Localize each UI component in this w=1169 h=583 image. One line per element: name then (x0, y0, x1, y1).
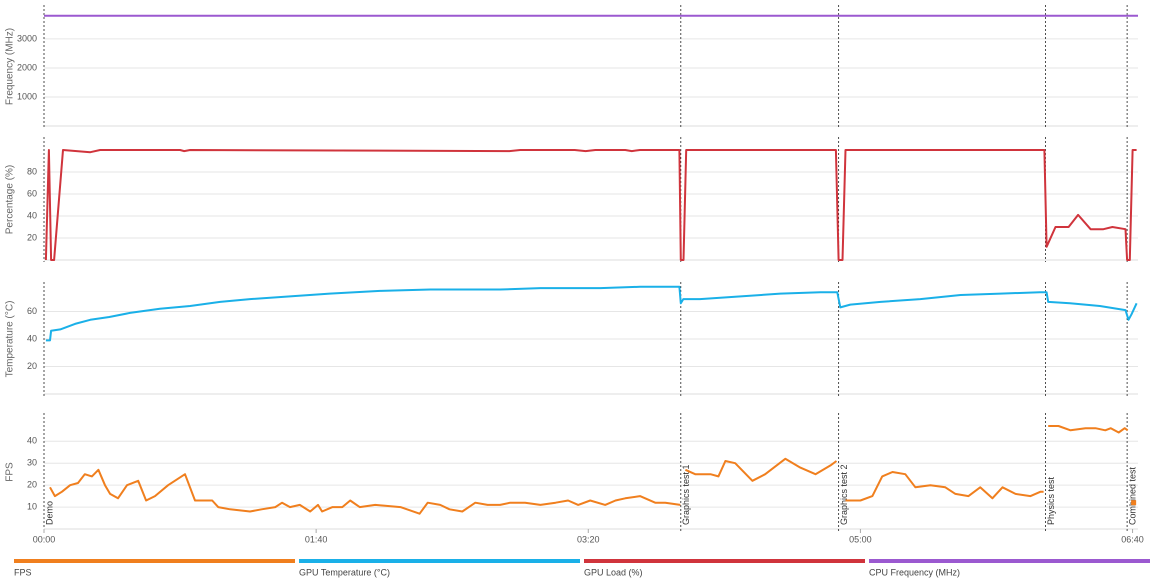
legend-label: GPU Load (%) (584, 567, 643, 577)
y-axis-label: FPS (5, 462, 16, 482)
x-tick-label: 06:40 (1121, 534, 1144, 544)
y-tick-label: 60 (27, 188, 37, 198)
legend-swatch (584, 559, 865, 563)
section-label: Physics test (1046, 476, 1056, 525)
series-line (49, 468, 681, 515)
y-tick-label: 2000 (17, 62, 37, 72)
legend-swatch (299, 559, 580, 563)
x-tick-label: 00:00 (33, 534, 56, 544)
legend-label: GPU Temperature (°C) (299, 567, 390, 577)
y-tick-label: 40 (27, 210, 37, 220)
y-axis-label: Temperature (°C) (5, 301, 16, 378)
x-tick-label: 03:20 (577, 534, 600, 544)
y-tick-label: 3000 (17, 33, 37, 43)
section-label: Demo (44, 501, 54, 525)
series-line (45, 285, 1138, 342)
y-tick-label: 20 (27, 232, 37, 242)
y-tick-label: 40 (27, 436, 37, 446)
x-tick-label: 05:00 (849, 534, 872, 544)
x-tick-label: 01:40 (305, 534, 328, 544)
y-tick-label: 20 (27, 361, 37, 371)
data-point (1131, 500, 1137, 506)
y-tick-label: 60 (27, 306, 37, 316)
legend-swatch (869, 559, 1150, 563)
series-line (44, 149, 1137, 261)
y-axis-label: Frequency (MHz) (5, 28, 16, 105)
section-label: Graphics test 1 (681, 464, 691, 525)
legend-swatch (14, 559, 295, 563)
y-tick-label: 20 (27, 480, 37, 490)
y-axis-label: Percentage (%) (5, 165, 16, 234)
y-tick-label: 40 (27, 333, 37, 343)
legend-label: CPU Frequency (MHz) (869, 567, 960, 577)
series-line (684, 457, 838, 482)
series-line (845, 471, 1044, 502)
series-line (1048, 425, 1129, 434)
y-tick-label: 30 (27, 458, 37, 468)
section-label: Graphics test 2 (839, 464, 849, 525)
y-tick-label: 10 (27, 501, 37, 511)
legend-label: FPS (14, 567, 32, 577)
y-tick-label: 80 (27, 166, 37, 176)
y-tick-label: 1000 (17, 91, 37, 101)
section-label: Combined test (1127, 466, 1137, 525)
